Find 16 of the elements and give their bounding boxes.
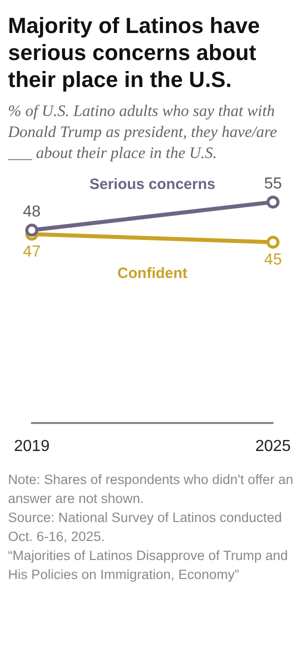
series-label: Confident bbox=[117, 264, 188, 282]
chart-subtitle: % of U.S. Latino adults who say that with Donald Trump as president, they have/are ___ about their place in the U.S. bbox=[8, 102, 278, 164]
data-label: 55 bbox=[264, 175, 282, 192]
text: Note: Shares of respondents who didn't offer an answer are not shown. bbox=[8, 471, 294, 508]
x-tick-label: 2019 bbox=[14, 438, 50, 455]
point bbox=[266, 236, 280, 249]
data-label: 45 bbox=[264, 252, 282, 269]
point bbox=[25, 224, 38, 237]
data-label: 48 bbox=[22, 204, 41, 221]
chart-title: Majority of Latinos have serious concerns about their place in the U.S. bbox=[8, 12, 261, 93]
x-tick-label: 2025 bbox=[255, 438, 291, 455]
point bbox=[266, 196, 280, 209]
series-label: Serious concerns bbox=[89, 176, 216, 193]
data-label: 47 bbox=[22, 244, 41, 261]
text: “Majorities of Latinos Disapprove of Trump and His Policies on Immigration, Economy” bbox=[8, 547, 289, 584]
source-note: Source: National Survey of Latinos conducted Oct. 6-16, 2025. bbox=[8, 509, 283, 546]
